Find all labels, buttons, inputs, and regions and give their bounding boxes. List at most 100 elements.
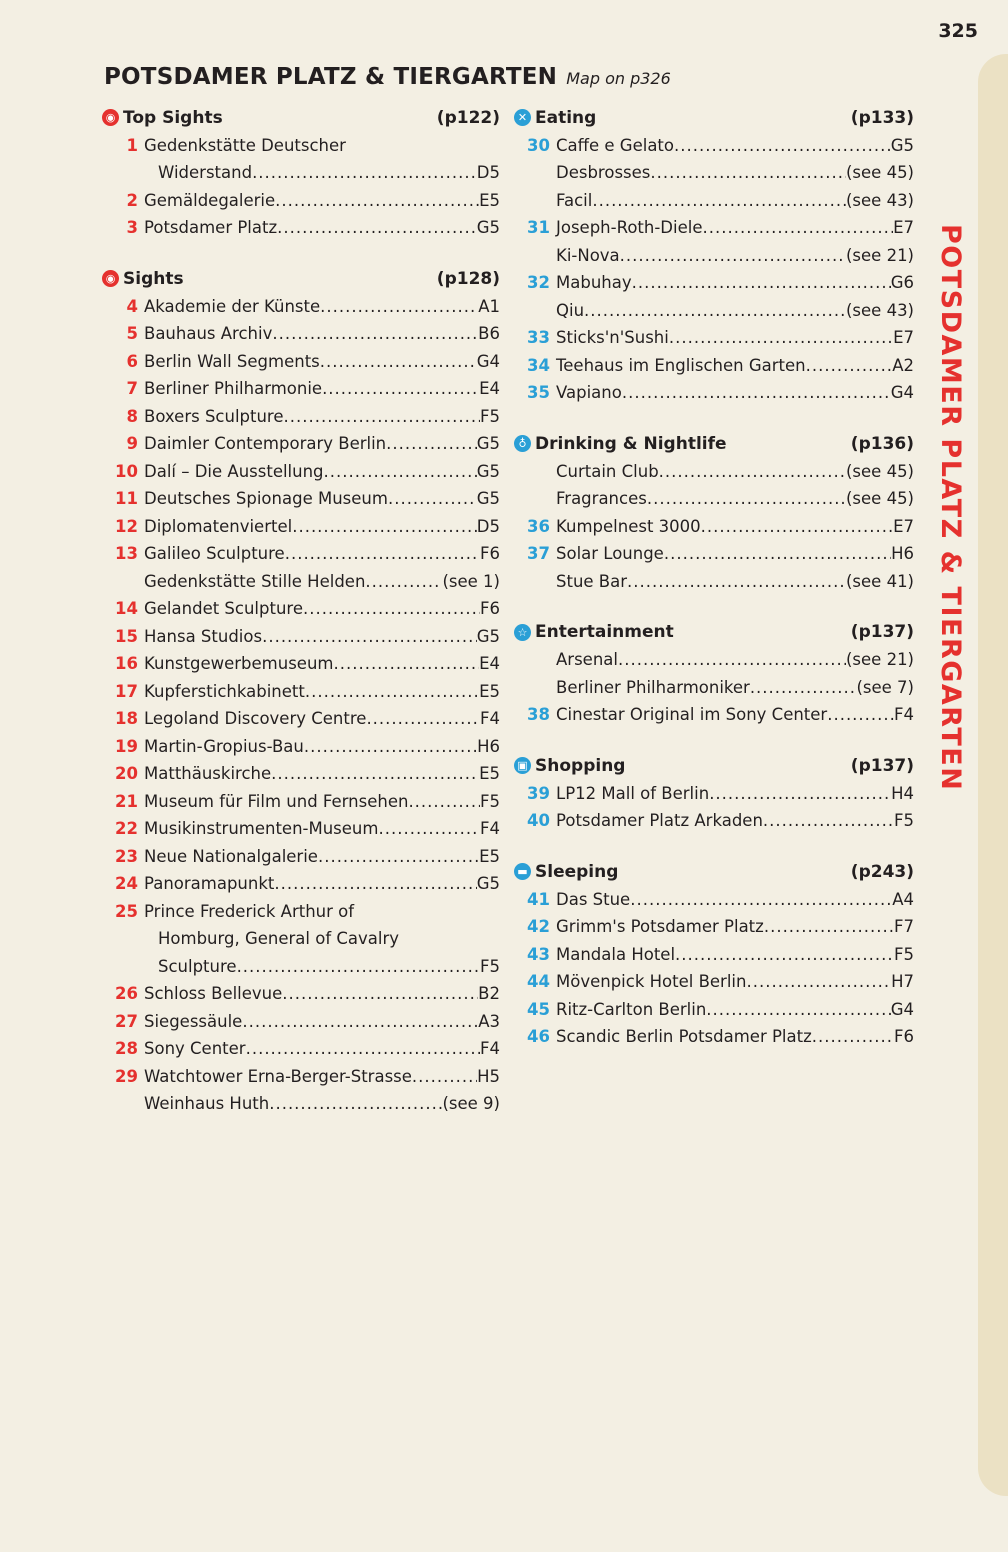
map-grid-ref: G5 [476,461,500,481]
entry-line: Schloss Bellevue B2 [144,980,500,1008]
chapter-tab [978,54,1008,1496]
entry-line: Kumpelnest 3000 E7 [556,513,914,541]
entry-body: Joseph-Roth-Diele E7 [556,214,914,242]
entry-body: Arsenal (see 21) [556,646,914,674]
section-heading: ◉ Top Sights (p122) [102,104,500,132]
dot-leader [659,458,846,486]
entry-name: Teehaus im Englischen Garten [556,355,806,375]
entry-body: Diplomatenviertel D5 [144,513,500,541]
entry-body: Martin-Gropius-Bau H6 [144,733,500,761]
dot-leader [709,780,891,808]
entry-body: Grimm's Potsdamer Platz F7 [556,913,914,941]
dot-leader [303,595,480,623]
index-entry: 41 Das Stue A4 [514,886,914,914]
dot-leader [750,674,857,702]
map-grid-ref: (see 45) [845,489,914,508]
dot-leader [324,458,477,486]
index-entry: 38 Cinestar Original im Sony Center F4 [514,701,914,729]
index-entry: 27 Siegessäule A3 [102,1008,500,1036]
dot-leader [632,269,891,297]
entry-name: Scandic Berlin Potsdamer Platz [556,1027,812,1046]
entry-name: Schloss Bellevue [144,984,283,1003]
dot-leader [664,540,891,568]
index-entry: Curtain Club (see 45) [514,458,914,486]
entry-line: Martin-Gropius-Bau H6 [144,733,500,761]
index-entry: 34 Teehaus im Englischen Garten A2 [514,352,914,380]
entry-body: Daimler Contemporary Berlin G5 [144,430,500,458]
entry-name-part: Gedenkstätte Deutscher [144,135,346,155]
section-heading: ▣ Shopping (p137) [514,752,914,780]
entry-line: Matthäuskirche E5 [144,760,500,788]
entry-number: 20 [115,764,138,783]
index-entry: 3 Potsdamer Platz G5 [102,214,500,242]
map-grid-ref: F6 [480,544,500,563]
section-sights: ◉Sights (p128) 4 Akademie der Künste A1 5 Bauh… [102,265,500,1118]
entry-line: Qiu (see 43) [556,297,914,325]
map-grid-ref: F4 [480,1039,500,1058]
entry-body: Potsdamer Platz G5 [144,214,500,242]
entry-number: 36 [527,516,550,536]
entry-body: Teehaus im Englischen Garten A2 [556,352,914,380]
map-grid-ref: E7 [893,516,914,536]
entry-line: Gelandet Sculpture F6 [144,595,500,623]
map-grid-ref: B2 [478,984,500,1003]
entry-body: Facil (see 43) [556,187,914,215]
entry-line: Siegessäule A3 [144,1008,500,1036]
entry-name: Siegessäule [144,1011,243,1031]
entry-body: Berlin Wall Segments G4 [144,348,500,376]
entry-number: 18 [115,709,138,728]
entry-name: Widerstand [158,163,253,182]
dot-leader [408,788,480,816]
entry-body: Ritz-Carlton Berlin G4 [556,996,914,1024]
entry-line: Solar Lounge H6 [556,540,914,568]
entry-number: 34 [527,355,550,375]
section-heading: ✕ Eating (p133) [514,104,914,132]
entry-name-part: Homburg, General of Cavalry [158,929,400,948]
entry-name-part: Prince Frederick Arthur of [144,901,355,921]
entry-body: Potsdamer Platz Arkaden F5 [556,807,914,835]
entry-name: Mövenpick Hotel Berlin [556,972,747,991]
dot-leader [706,996,890,1024]
entry-body: Matthäuskirche E5 [144,760,500,788]
entry-line: Dalí – Die Ausstellung G5 [144,458,500,486]
dot-leader [275,187,479,215]
map-grid-ref: A4 [892,889,914,909]
section-page-ref: (p133) [850,107,914,128]
entry-name: Neue Nationalgalerie [144,846,318,866]
entry-body: Berliner Philharmonie E4 [144,375,500,403]
dot-leader [322,375,479,403]
index-entry: 8 Boxers Sculpture F5 [102,403,500,431]
entry-line: Galileo Sculpture F6 [144,540,500,568]
entry-body: Gelandet Sculpture F6 [144,595,500,623]
entry-name: LP12 Mall of Berlin [556,783,710,803]
map-grid-ref: G5 [476,874,500,893]
entry-name: Martin-Gropius-Bau [144,736,304,756]
dot-leader [763,807,894,835]
index-entry: 39 LP12 Mall of Berlin H4 [514,780,914,808]
entry-body: Musikinstrumenten-Museum F4 [144,815,500,843]
entry-line: Watchtower Erna-Berger-Strasse H5 [144,1063,500,1091]
map-grid-ref: (see 1) [442,571,500,591]
index-entry: 1 Gedenkstätte Deutscher Widerstand D5 [102,132,500,187]
dot-leader [282,980,478,1008]
section-label: Top Sights [123,107,223,128]
entry-number: 31 [527,218,550,237]
section-top-sights: ◉ Top Sights (p122) 1 Gedenkstätte Deutscher… [102,104,500,242]
entry-number: 7 [126,379,138,398]
map-grid-ref: G4 [890,383,914,402]
entry-body: Boxers Sculpture F5 [144,403,500,431]
entry-name: Legoland Discovery Centre [144,709,367,728]
entry-body: Scandic Berlin Potsdamer Platz F6 [556,1023,914,1051]
dot-leader [584,297,846,325]
map-grid-ref: F6 [480,599,500,618]
page-number: 325 [938,20,978,42]
index-entry: 2 Gemäldegalerie E5 [102,187,500,215]
entry-name: Musikinstrumenten-Museum [144,819,379,838]
entry-name: Berliner Philharmonie [144,379,323,398]
entry-line: Desbrosses (see 45) [556,159,914,187]
entry-number: 24 [115,874,138,893]
dot-leader [647,485,846,513]
map-grid-ref: F4 [480,709,500,728]
entry-name: Weinhaus Huth [144,1094,270,1113]
entry-line: Arsenal (see 21) [556,646,914,674]
